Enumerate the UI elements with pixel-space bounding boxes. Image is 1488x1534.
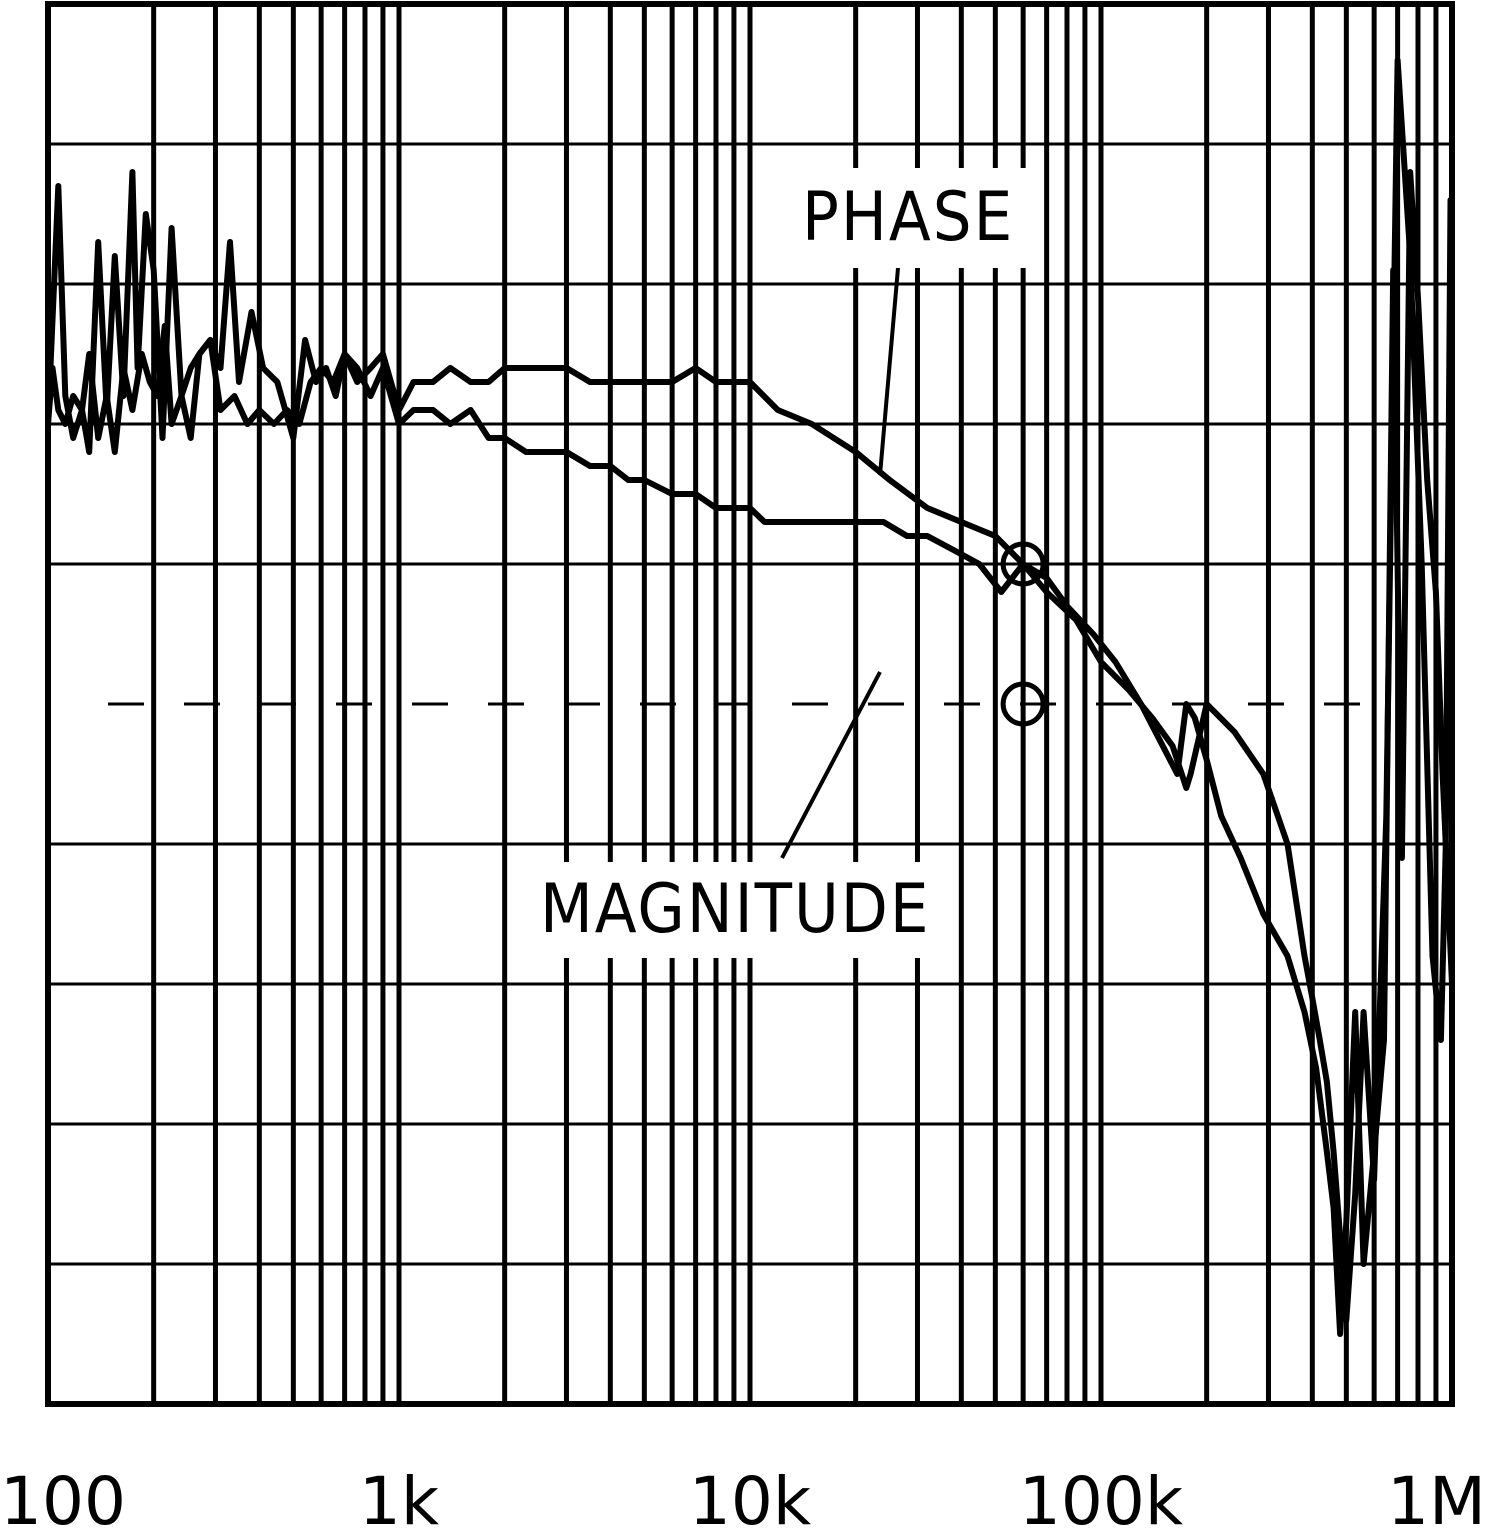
label-magnitude: MAGNITUDE [540,870,931,949]
leader-line-phase [878,267,900,476]
label-box-magnitude [528,862,948,958]
series-layer [45,57,1455,1337]
leader-line-magnitude [780,671,882,859]
marker-phase [1000,541,1046,587]
label-box-phase [782,168,1042,268]
series-line-phase [45,169,1455,1337]
plot-frame [45,1,1455,1407]
annotation-layer: PHASE MAGNITUDE [528,168,1042,958]
marker-layer [1000,541,1046,727]
marker-magnitude [1000,681,1046,727]
x-tick-label: 1k [359,1463,440,1534]
x-tick-label: 100 [0,1463,126,1534]
label-phase: PHASE [802,178,1014,257]
x-tick-label: 1M [1387,1463,1486,1534]
x-tick-label: 100k [1019,1463,1184,1534]
x-tick-label: 10k [689,1463,812,1534]
x-tick-labels: 100 1k 10k 100k 1M [0,1463,1486,1534]
series-line-magnitude [45,57,1455,1323]
